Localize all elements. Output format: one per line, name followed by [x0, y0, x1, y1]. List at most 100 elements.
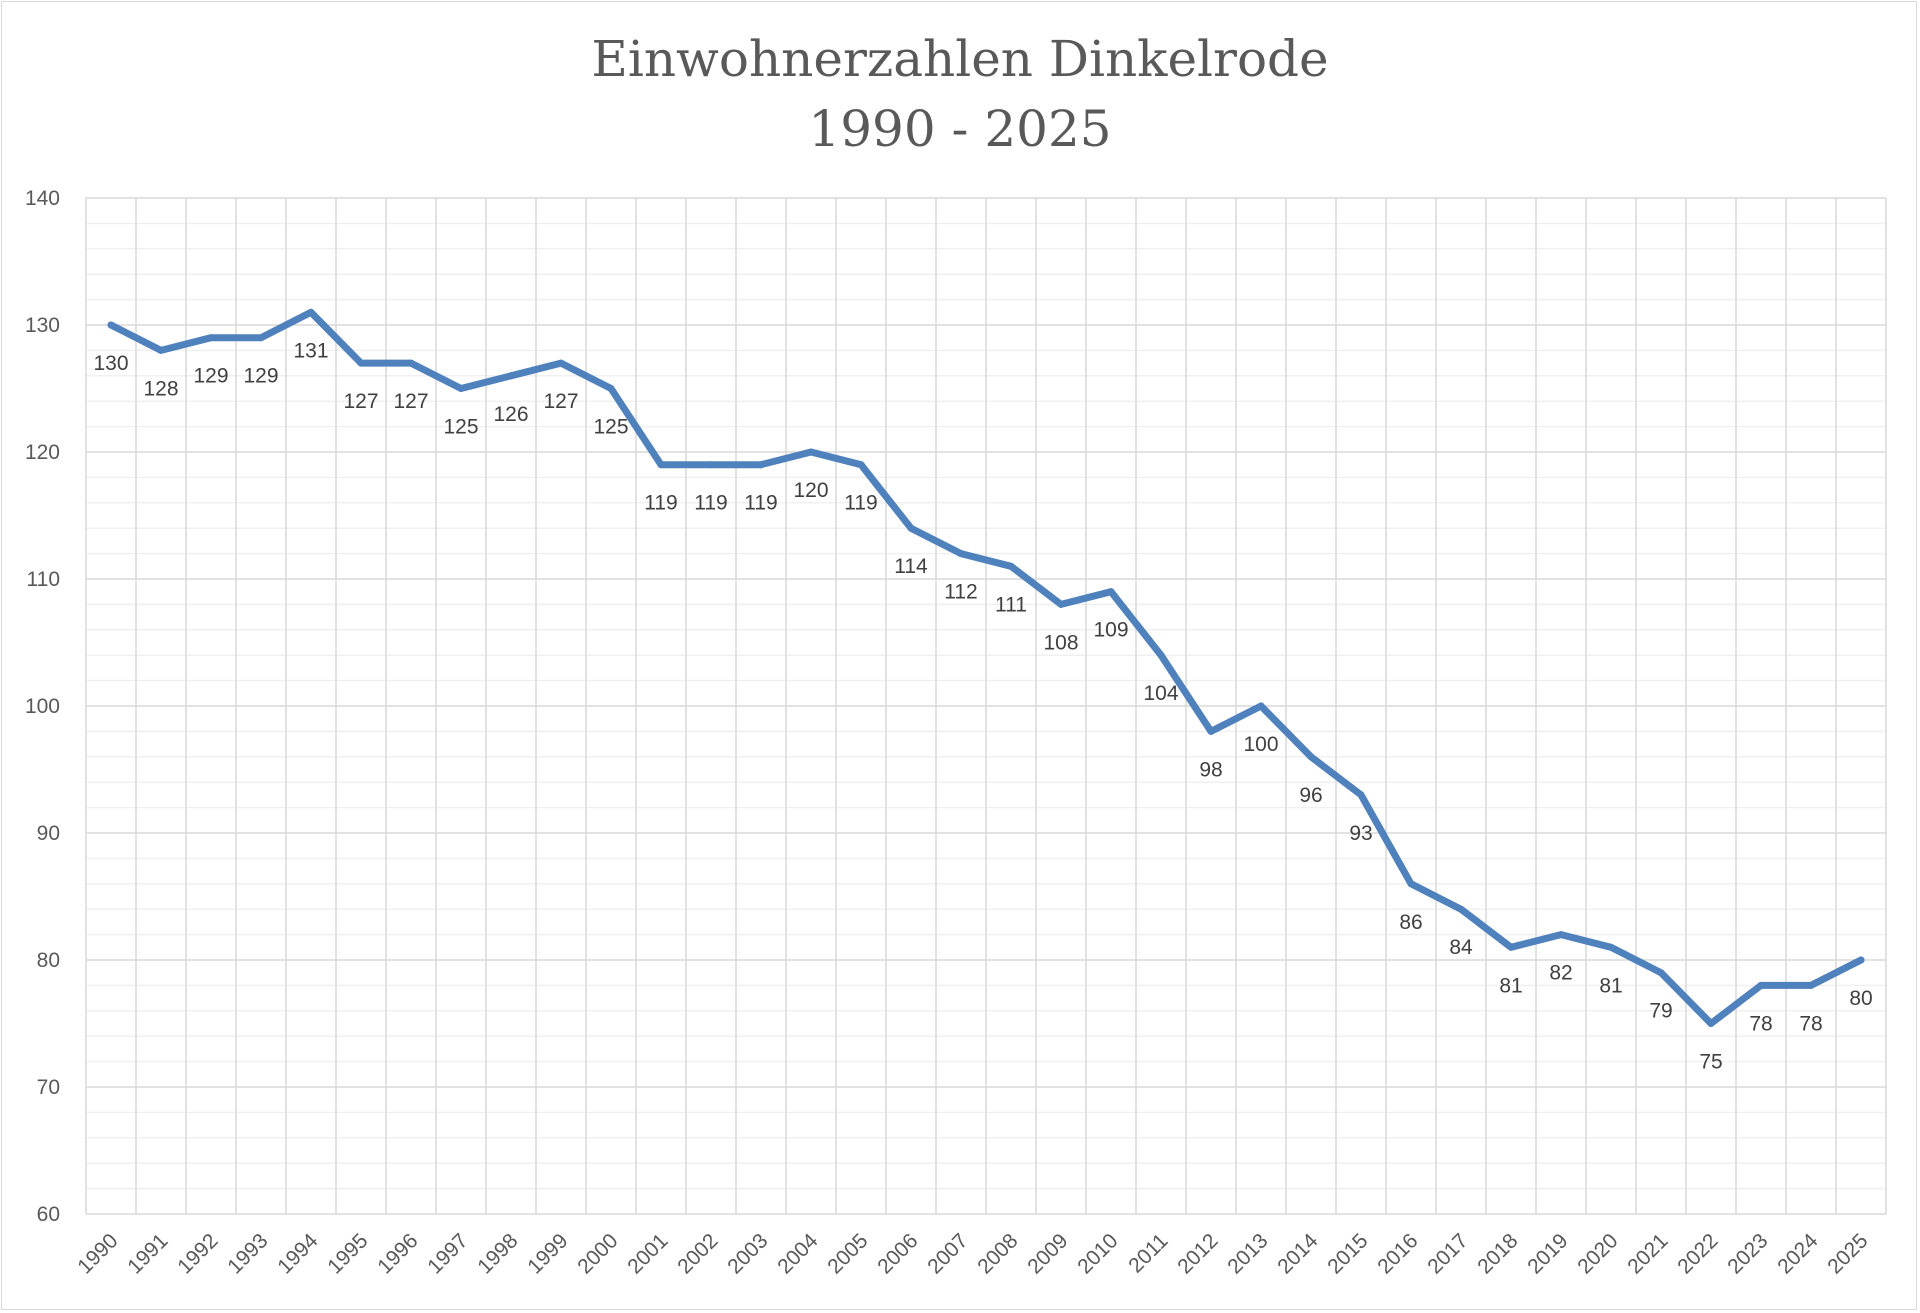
data-point	[1807, 981, 1815, 989]
data-label: 109	[1093, 619, 1128, 642]
x-tick-label: 2012	[1173, 1229, 1222, 1278]
data-label: 79	[1649, 1000, 1672, 1023]
data-point	[907, 524, 915, 532]
data-point	[1857, 956, 1865, 964]
data-label: 127	[343, 390, 378, 413]
data-label: 81	[1499, 974, 1522, 997]
data-point	[407, 359, 415, 367]
x-tick-label: 2022	[1673, 1229, 1722, 1278]
data-label: 120	[793, 479, 828, 502]
data-point	[207, 334, 215, 342]
data-point	[1307, 753, 1315, 761]
data-label: 119	[744, 492, 777, 515]
data-label: 75	[1699, 1051, 1722, 1074]
data-label: 104	[1143, 682, 1178, 705]
data-label: 81	[1599, 974, 1622, 997]
data-label: 96	[1299, 784, 1322, 807]
data-point	[607, 385, 615, 392]
data-label: 108	[1043, 631, 1078, 654]
data-label: 86	[1399, 911, 1422, 934]
x-tick-label: 2004	[773, 1229, 823, 1279]
data-label: 130	[93, 352, 128, 375]
y-tick-label: 100	[25, 695, 60, 718]
x-tick-label: 2003	[723, 1229, 772, 1278]
x-tick-label: 2011	[1124, 1229, 1172, 1277]
data-label: 126	[493, 403, 528, 426]
x-tick-label: 2005	[823, 1229, 872, 1278]
chart-title-line-1: Einwohnerzahlen Dinkelrode	[591, 30, 1329, 88]
x-tick-label: 1997	[423, 1229, 472, 1278]
x-tick-label: 2020	[1573, 1229, 1622, 1278]
x-tick-label: 2025	[1823, 1229, 1872, 1278]
data-label: 119	[694, 492, 727, 515]
data-label: 93	[1349, 822, 1372, 845]
chart-title-line-2: 1990 - 2025	[808, 100, 1112, 158]
x-tick-label: 1998	[473, 1229, 522, 1278]
data-point	[707, 461, 715, 469]
x-tick-label: 2018	[1473, 1229, 1522, 1278]
x-tick-label: 1999	[523, 1229, 572, 1278]
y-tick-label: 90	[37, 822, 60, 845]
x-tick-label: 1996	[373, 1229, 422, 1278]
x-tick-label: 1995	[323, 1229, 372, 1278]
y-tick-label: 60	[37, 1203, 60, 1226]
data-point	[557, 359, 565, 367]
data-point	[1757, 981, 1765, 989]
y-tick-label: 80	[37, 949, 60, 972]
x-tick-label: 2015	[1323, 1229, 1372, 1278]
x-tick-label: 2008	[973, 1229, 1022, 1278]
data-label: 127	[393, 390, 428, 413]
x-tick-label: 2021	[1623, 1229, 1672, 1278]
data-point	[307, 308, 315, 316]
x-tick-label: 2016	[1373, 1229, 1422, 1278]
data-label: 129	[193, 365, 228, 388]
data-point	[507, 372, 515, 380]
y-tick-label: 110	[27, 568, 60, 591]
x-tick-label: 2002	[673, 1229, 722, 1278]
data-point	[107, 321, 115, 329]
x-tick-label: 1990	[73, 1229, 122, 1278]
data-label: 112	[944, 581, 977, 604]
x-tick-label: 2014	[1273, 1229, 1323, 1279]
y-tick-label: 70	[37, 1076, 60, 1099]
data-label: 78	[1799, 1012, 1822, 1035]
data-point	[157, 346, 165, 354]
data-label: 127	[543, 390, 578, 413]
data-label: 80	[1849, 987, 1872, 1010]
x-tick-label: 2010	[1073, 1229, 1122, 1278]
y-tick-label: 120	[25, 441, 60, 464]
data-label: 114	[894, 555, 928, 578]
data-label: 78	[1749, 1012, 1772, 1035]
data-point	[1107, 588, 1115, 596]
data-label: 100	[1243, 733, 1278, 756]
data-label: 119	[844, 492, 877, 515]
data-label: 111	[995, 593, 1027, 616]
data-point	[1257, 702, 1265, 710]
data-point	[1207, 727, 1215, 735]
data-point	[1507, 943, 1515, 951]
data-label: 125	[443, 416, 478, 439]
data-label: 131	[293, 339, 328, 362]
x-tick-label: 2009	[1023, 1229, 1072, 1278]
data-label: 98	[1199, 758, 1222, 781]
data-point	[1457, 905, 1465, 913]
y-tick-label: 140	[25, 187, 60, 210]
data-point	[1657, 969, 1665, 977]
data-label: 129	[243, 365, 278, 388]
x-tick-label: 2013	[1223, 1229, 1272, 1278]
x-tick-label: 2006	[873, 1229, 922, 1278]
data-point	[1057, 600, 1065, 608]
x-tick-label: 2024	[1773, 1229, 1823, 1279]
x-tick-label: 2001	[623, 1229, 672, 1278]
data-point	[1557, 931, 1565, 939]
data-point	[357, 359, 365, 367]
data-label: 82	[1549, 962, 1572, 985]
data-point	[457, 385, 465, 392]
x-tick-label: 1993	[223, 1229, 272, 1278]
x-tick-label: 2023	[1723, 1229, 1772, 1278]
data-point	[857, 461, 865, 469]
x-tick-label: 1992	[173, 1229, 222, 1278]
data-point	[957, 550, 965, 558]
